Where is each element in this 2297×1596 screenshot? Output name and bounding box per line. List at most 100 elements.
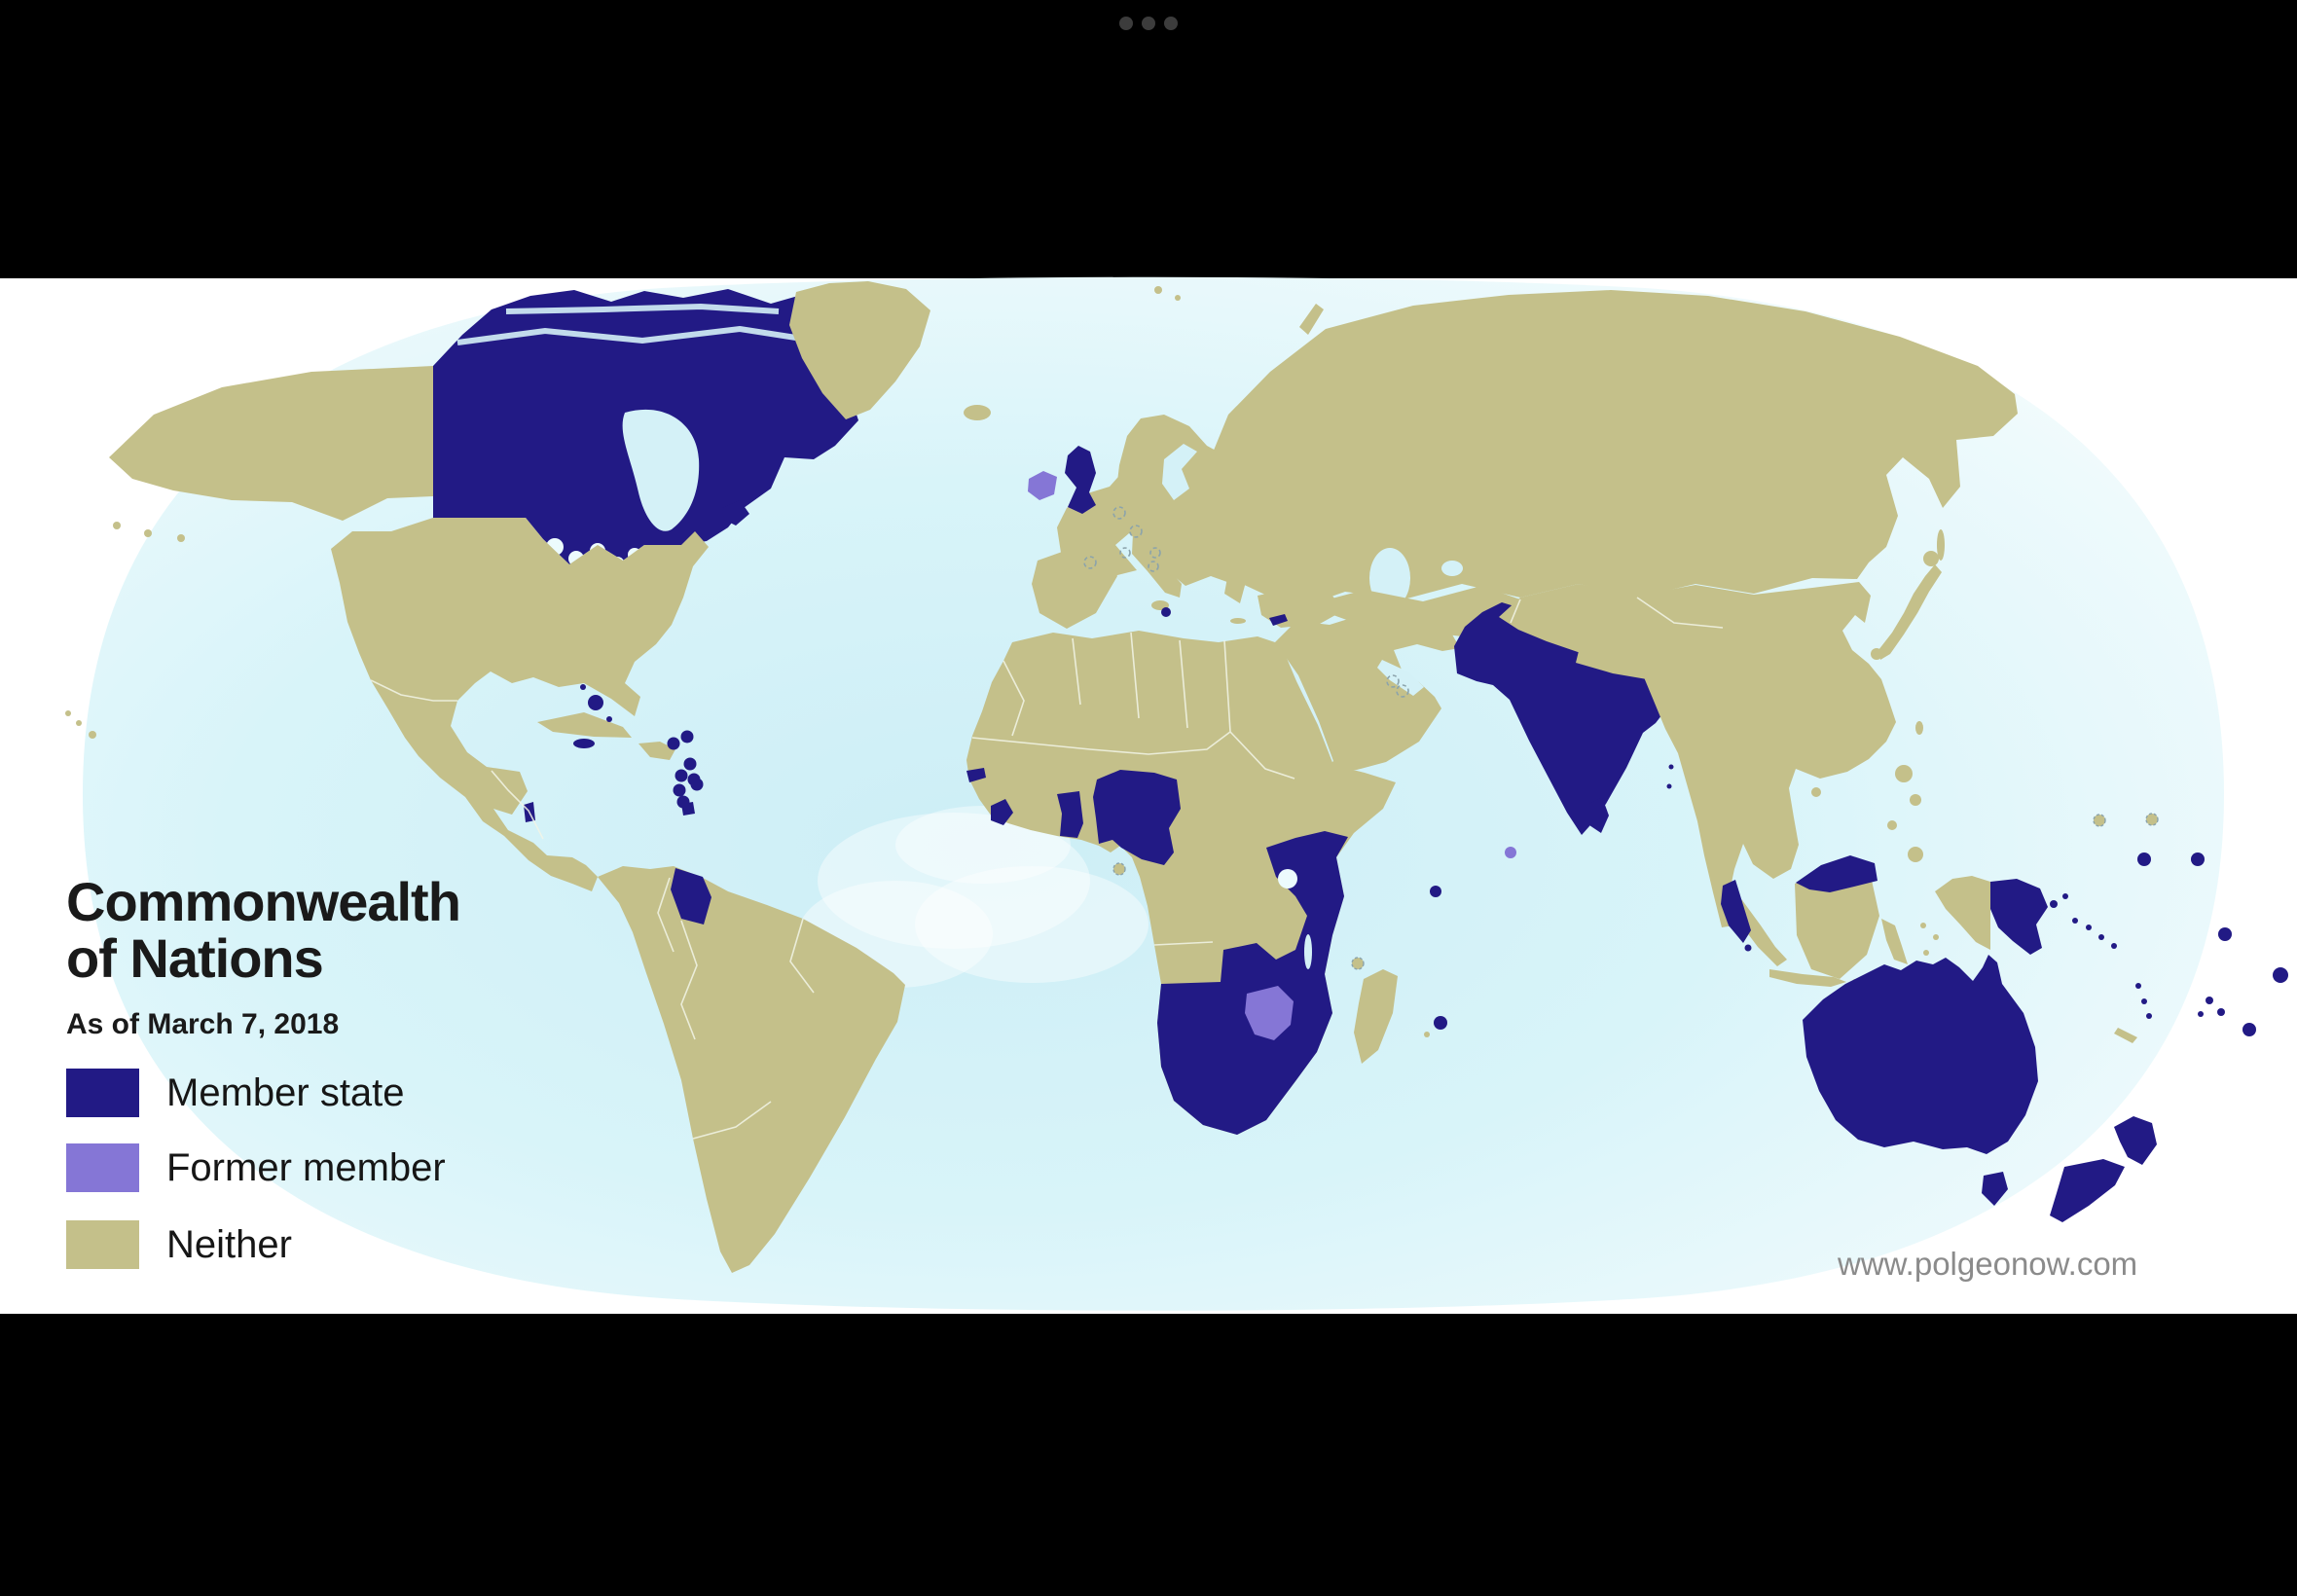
gulf-microstate-rings xyxy=(1386,674,1409,698)
cuba-region xyxy=(537,712,632,738)
new-zealand-south-region xyxy=(2050,1159,2125,1222)
legend-label: Former member xyxy=(166,1145,446,1189)
website-watermark: www.polgeonow.com xyxy=(1838,1246,2138,1282)
comoros-region xyxy=(1351,957,1365,970)
country-borders xyxy=(370,597,1724,1140)
pacific-member-islands xyxy=(2137,852,2288,1036)
madagascar-region xyxy=(1354,969,1398,1064)
legend-item-former: Former member xyxy=(66,1143,446,1192)
andaman-islands xyxy=(1666,764,1674,789)
more-options-icon[interactable] xyxy=(1119,14,1178,33)
map-subtitle: As of March 7, 2018 xyxy=(66,1008,340,1040)
hudson-bay xyxy=(622,409,700,531)
map-title-line1: Commonwealth xyxy=(66,871,461,932)
legend-label: Neither xyxy=(166,1222,292,1266)
java-region xyxy=(1769,969,1846,987)
new-britain-islands xyxy=(2050,893,2068,908)
zimbabwe-region xyxy=(1245,986,1294,1040)
malta-region xyxy=(1161,607,1171,617)
italy-region xyxy=(1132,533,1182,598)
china-indochina-region xyxy=(1499,582,1896,927)
legend-label: Member state xyxy=(166,1070,405,1114)
mauritius-region xyxy=(1434,1016,1447,1030)
russia-region xyxy=(1211,290,2018,605)
iceland-region xyxy=(964,405,991,420)
reunion-region xyxy=(1424,1032,1430,1037)
guyana-region xyxy=(671,868,711,925)
malaysia-peninsular-region xyxy=(1721,880,1751,943)
jamaica-region xyxy=(573,739,595,748)
hainan-region xyxy=(1811,787,1821,797)
menu-dot xyxy=(1142,17,1155,30)
european-microstate-rings xyxy=(1083,506,1161,572)
east-southern-africa-members-region xyxy=(1157,831,1348,1135)
map-title: Commonwealth of Nations xyxy=(66,871,461,989)
hispaniola-region xyxy=(638,742,675,760)
malaysia-borneo-region xyxy=(1796,855,1878,892)
menu-dot xyxy=(1164,17,1178,30)
south-america-region xyxy=(598,866,905,1273)
australia-region xyxy=(1803,955,2038,1154)
singapore-region xyxy=(1744,944,1752,952)
japan-hokkaido-region xyxy=(1923,551,1939,566)
ireland-region xyxy=(1028,471,1057,500)
sulawesi-region xyxy=(1881,919,1908,964)
japan-kyushu-region xyxy=(1871,648,1882,660)
seychelles-region xyxy=(1430,886,1441,897)
hawaii-islands xyxy=(65,710,96,739)
moluccas-islands xyxy=(1920,923,1939,956)
lesser-antilles-members xyxy=(667,730,704,809)
central-asia-region xyxy=(1306,586,1520,637)
pakistan-india-bangladesh-region xyxy=(1454,602,1690,835)
lake-victoria xyxy=(1278,869,1297,889)
sri-lanka-region xyxy=(1589,797,1609,833)
maldives-region xyxy=(1505,847,1516,858)
aleutian-islands xyxy=(113,522,185,542)
pacific-neither-islands xyxy=(2093,813,2159,827)
crete-region xyxy=(1230,618,1246,624)
sakhalin-region xyxy=(1937,529,1945,561)
persian-gulf xyxy=(1377,660,1424,696)
legend-item-neither: Neither xyxy=(66,1220,292,1269)
taiwan-region xyxy=(1915,721,1923,735)
borneo-region xyxy=(1795,870,1879,979)
baja-california xyxy=(386,670,434,761)
new-caledonia-region xyxy=(2114,1028,2137,1043)
fiji-region xyxy=(2198,997,2225,1017)
legend-item-member: Member state xyxy=(66,1069,405,1117)
papua-new-guinea-region xyxy=(1990,879,2048,955)
gambia-region xyxy=(966,768,986,782)
trinidad-region xyxy=(681,802,695,816)
neither-swatch xyxy=(66,1220,139,1269)
vanuatu-region xyxy=(2135,983,2152,1019)
lake-malawi xyxy=(1304,934,1312,969)
faint-globe-watermark xyxy=(798,806,1148,988)
greenland-region xyxy=(789,281,930,419)
sao-tome-region xyxy=(1112,862,1126,876)
map-title-line2: of Nations xyxy=(66,927,324,989)
novaya-zemlya xyxy=(1299,304,1324,335)
former-member-swatch xyxy=(66,1143,139,1192)
aral-sea xyxy=(1441,561,1463,576)
map-legend: Commonwealth of Nations As of March 7, 2… xyxy=(66,871,461,1041)
united-kingdom-region xyxy=(1065,446,1096,514)
japan-honshu-region xyxy=(1878,564,1942,660)
bahamas-region xyxy=(580,684,612,722)
nigeria-cameroon-region xyxy=(1093,770,1181,865)
alaska-region xyxy=(109,366,433,521)
tasmania-region xyxy=(1982,1172,2008,1206)
west-new-guinea-region xyxy=(1935,876,1990,950)
new-zealand-north-region xyxy=(2114,1116,2157,1165)
newfoundland-region xyxy=(722,500,749,526)
cyprus-region xyxy=(1269,614,1288,626)
solomon-islands-region xyxy=(2072,918,2117,949)
ghana-region xyxy=(1057,791,1083,838)
arctic-channels xyxy=(456,303,828,345)
baltic-sea xyxy=(1162,444,1197,500)
svalbard-islands xyxy=(1154,286,1181,301)
philippines-region xyxy=(1887,765,1923,862)
sierra-leone-region xyxy=(991,799,1013,825)
usa-mexico-central-america-region xyxy=(331,518,709,891)
